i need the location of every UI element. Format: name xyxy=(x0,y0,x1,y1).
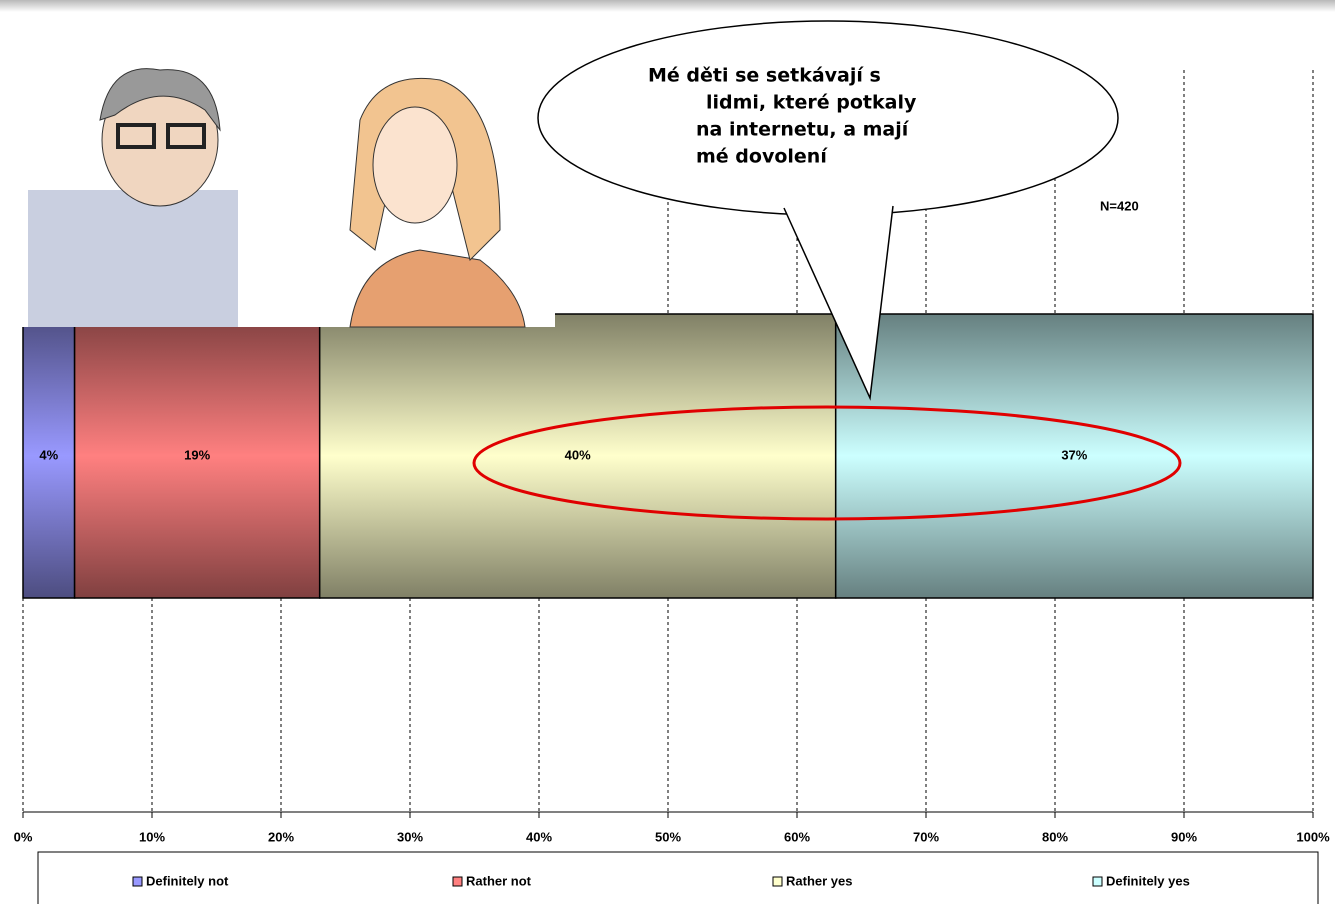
legend-label: Definitely yes xyxy=(1106,873,1190,888)
legend-swatch xyxy=(133,877,142,886)
x-tick-label: 80% xyxy=(1042,829,1068,844)
x-tick-label: 70% xyxy=(913,829,939,844)
callout-line: na internetu, a mají xyxy=(696,119,910,141)
bars: 4% 19% 40% 37% xyxy=(23,314,1313,598)
x-tick-label: 40% xyxy=(526,829,552,844)
callout-line: mé dovolení xyxy=(696,146,828,168)
legend-label: Rather not xyxy=(466,873,532,888)
value-label: 40% xyxy=(565,447,591,462)
value-label: 19% xyxy=(184,447,210,462)
x-tick-label: 0% xyxy=(14,829,33,844)
top-bar xyxy=(0,0,1335,12)
legend-swatch xyxy=(453,877,462,886)
callout-line: Mé děti se setkávají s xyxy=(648,65,881,87)
x-tick-label: 20% xyxy=(268,829,294,844)
x-tick-label: 50% xyxy=(655,829,681,844)
callout-line: lidmi, které potkaly xyxy=(706,92,917,114)
value-label: 4% xyxy=(39,447,58,462)
x-tick-label: 90% xyxy=(1171,829,1197,844)
legend-swatch xyxy=(1093,877,1102,886)
legend-swatch xyxy=(773,877,782,886)
x-tick-label: 30% xyxy=(397,829,423,844)
x-tick-label: 10% xyxy=(139,829,165,844)
x-tick-label: 100% xyxy=(1296,829,1330,844)
illustration xyxy=(22,69,555,327)
legend-label: Definitely not xyxy=(146,873,229,888)
legend-label: Rather yes xyxy=(786,873,852,888)
x-tick-label: 60% xyxy=(784,829,810,844)
chart: 0%10%20%30%40%50%60%70%80%90%100% 4%19%4… xyxy=(0,0,1335,904)
value-label: 37% xyxy=(1061,447,1087,462)
sample-size: N=420 xyxy=(1100,198,1139,213)
